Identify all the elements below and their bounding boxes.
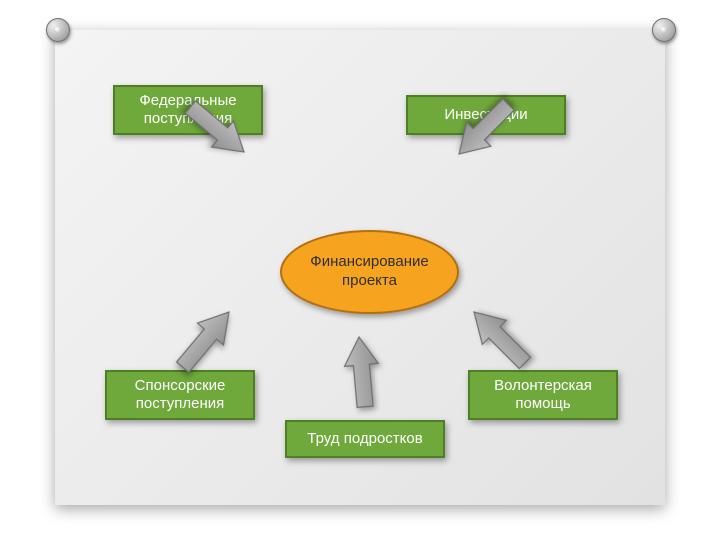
node-label: Спонсорскиепоступления xyxy=(135,377,226,413)
arrow-teen xyxy=(340,333,384,410)
center-label: Финансированиепроекта xyxy=(310,253,428,291)
node-label: Труд подростков xyxy=(307,430,422,448)
pushpin-left xyxy=(46,18,70,42)
node-label: Волонтерскаяпомощь xyxy=(494,377,592,413)
center-node: Финансированиепроекта xyxy=(280,230,459,314)
node-sponsor: Спонсорскиепоступления xyxy=(105,370,255,420)
diagram-stage: Финансированиепроекта Федеральныепоступл… xyxy=(0,0,720,540)
node-volunteer: Волонтерскаяпомощь xyxy=(468,370,618,420)
node-teen: Труд подростков xyxy=(285,420,445,458)
pushpin-right xyxy=(652,18,676,42)
